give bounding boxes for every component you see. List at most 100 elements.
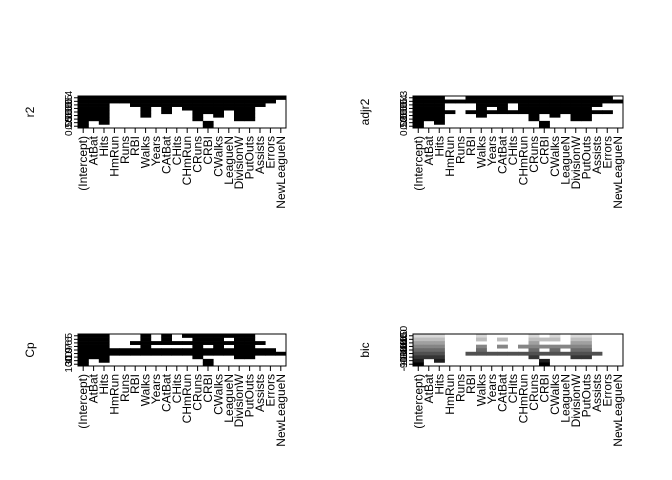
cell-Cp-r2-CHits bbox=[171, 341, 183, 345]
cell-adjr2-r0-Walks bbox=[476, 96, 487, 100]
cell-Cp-r3-DivisionW bbox=[234, 344, 245, 349]
cell-r2-r2-PutOuts bbox=[244, 103, 256, 107]
cell-bic-r5-DivisionW bbox=[570, 351, 582, 356]
x-tick-label-r2-8: CAtBat bbox=[159, 135, 173, 174]
cell-Cp-r0-LeagueN bbox=[223, 334, 235, 338]
y-tick-label-Cp-5: 10 bbox=[64, 348, 75, 360]
cell-Cp-r4-DivisionW bbox=[234, 348, 245, 353]
cell-Cp-r5-Years bbox=[150, 351, 162, 356]
x-tick-label-Cp-10: CHmRun bbox=[180, 374, 194, 423]
cell-adjr2-r4-Hits bbox=[434, 110, 445, 115]
cell-bic-r3-PutOuts bbox=[581, 344, 592, 349]
x-tick-label-bic-7: Years bbox=[485, 374, 499, 404]
cell-Cp-r2-Hits bbox=[98, 341, 110, 345]
cell-r2-r4-PutOuts bbox=[244, 110, 256, 115]
y-tick-label-Cp-1: 6 bbox=[64, 336, 75, 342]
cell-adjr2-r1-PutOuts bbox=[581, 99, 592, 104]
y-tick-label-bic-2: -140 bbox=[399, 332, 410, 352]
cell-bic-r5-AtBat bbox=[423, 351, 435, 356]
cell-bic-r3-(Intercept) bbox=[413, 344, 424, 349]
cell-bic-r3-DivisionW bbox=[570, 344, 582, 349]
cell-Cp-r1-CWalks bbox=[213, 337, 224, 342]
cell-r2-r0-AtBat bbox=[88, 96, 100, 100]
cell-adjr2-r5-CWalks bbox=[549, 113, 561, 118]
cell-Cp-r5-CWalks bbox=[213, 351, 224, 356]
y-tick-label-adjr2-1: 0.4 bbox=[399, 94, 410, 108]
cell-adjr2-r6-DivisionW bbox=[570, 117, 582, 122]
cell-Cp-r0-CRuns bbox=[192, 334, 204, 338]
cell-bic-r3-CHmRun bbox=[518, 344, 529, 349]
cell-Cp-r1-PutOuts bbox=[244, 337, 256, 342]
x-tick-label-r2-3: HmRun bbox=[107, 136, 121, 177]
x-tick-label-bic-13: CWalks bbox=[548, 374, 562, 415]
cell-Cp-r1-Walks bbox=[140, 337, 152, 342]
cell-bic-r0-AtBat bbox=[423, 334, 435, 338]
cell-Cp-r5-HmRun bbox=[109, 351, 120, 356]
y-tick-label-bic-8: -90 bbox=[399, 357, 410, 372]
cell-r2-r3-DivisionW bbox=[234, 106, 245, 111]
x-tick-label-r2-14: LeagueN bbox=[222, 136, 236, 185]
cell-bic-r6-AtBat bbox=[423, 355, 435, 360]
x-tick-label-adjr2-5: RBI bbox=[464, 136, 478, 156]
x-tick-label-r2-7: Years bbox=[149, 136, 163, 166]
cell-Cp-r5-CAtBat bbox=[161, 351, 172, 356]
x-tick-label-adjr2-16: PutOuts bbox=[579, 136, 593, 179]
cell-r2-r4-CWalks bbox=[213, 110, 224, 115]
cell-adjr2-r4-LeagueN bbox=[560, 110, 571, 115]
cell-Cp-r4-Assists bbox=[254, 348, 266, 353]
cell-Cp-r4-CRBI bbox=[202, 348, 214, 353]
x-tick-label-Cp-17: Assists bbox=[253, 374, 267, 412]
cell-Cp-r0-DivisionW bbox=[234, 334, 245, 338]
cell-Cp-r5-LeagueN bbox=[223, 351, 235, 356]
cell-bic-r3-CRBI bbox=[539, 344, 550, 349]
cell-Cp-r5-RBI bbox=[130, 351, 141, 356]
x-tick-label-bic-4: Runs bbox=[453, 374, 467, 402]
cell-r2-r5-CWalks bbox=[213, 113, 224, 118]
cell-bic-r4-(Intercept) bbox=[413, 348, 424, 353]
cell-adjr2-r1-HmRun bbox=[444, 99, 456, 104]
y-tick-label-bic-3: -140 bbox=[399, 336, 410, 356]
y-tick-label-adjr2-8: 0.52 bbox=[399, 116, 410, 136]
cell-r2-r1-CRuns bbox=[192, 99, 204, 104]
cell-adjr2-r7-CRBI bbox=[539, 120, 550, 125]
cell-r2-r0-DivisionW bbox=[234, 96, 245, 100]
cell-Cp-r3-Hits bbox=[98, 344, 110, 349]
cell-Cp-r5-CRuns bbox=[192, 351, 204, 356]
x-tick-label-Cp-14: LeagueN bbox=[222, 374, 236, 423]
x-tick-label-bic-2: Hits bbox=[432, 374, 446, 395]
cell-adjr2-r3-AtBat bbox=[423, 106, 435, 111]
x-tick-label-Cp-19: NewLeagueN bbox=[274, 374, 288, 447]
cell-Cp-r5-Runs bbox=[119, 351, 131, 356]
cell-r2-r2-CHmRun bbox=[182, 103, 193, 107]
cell-adjr2-r3-CRuns bbox=[528, 106, 540, 111]
cell-adjr2-r4-Errors bbox=[602, 110, 613, 115]
cell-r2-r1-Runs bbox=[119, 99, 131, 104]
cell-Cp-r4-Hits bbox=[98, 348, 110, 353]
cell-r2-r2-Years bbox=[150, 103, 162, 107]
x-tick-label-adjr2-4: Runs bbox=[453, 136, 467, 164]
cell-adjr2-r3-CHmRun bbox=[518, 106, 529, 111]
x-tick-label-adjr2-15: DivisionW bbox=[569, 135, 583, 189]
cell-Cp-r5-Walks bbox=[140, 351, 152, 356]
cell-r2-r4-Hits bbox=[98, 110, 110, 115]
cell-adjr2-r6-PutOuts bbox=[581, 117, 592, 122]
cell-Cp-r5-Errors bbox=[265, 351, 276, 356]
cell-Cp-r4-(Intercept) bbox=[78, 348, 89, 353]
panel-Cp: (Intercept)AtBatHitsHmRunRunsRBIWalksYea… bbox=[23, 333, 288, 447]
cell-r2-r2-Assists bbox=[254, 103, 266, 107]
cell-Cp-r2-CRuns bbox=[192, 341, 204, 345]
y-tick-label-bic-0: -150 bbox=[399, 325, 410, 345]
x-tick-label-r2-18: Errors bbox=[263, 136, 277, 169]
cell-adjr2-r3-(Intercept) bbox=[413, 106, 424, 111]
y-tick-label-Cp-6: 10 bbox=[64, 351, 75, 363]
cell-r2-r0-RBI bbox=[130, 96, 141, 100]
cell-adjr2-r4-DivisionW bbox=[570, 110, 582, 115]
cell-adjr2-r0-RBI bbox=[465, 96, 477, 100]
cell-adjr2-r4-CHits bbox=[507, 110, 519, 115]
x-tick-label-r2-6: Walks bbox=[139, 136, 153, 168]
cell-Cp-r5-NewLeagueN bbox=[275, 351, 287, 356]
cell-r2-r6-AtBat bbox=[88, 117, 100, 122]
x-tick-label-bic-16: PutOuts bbox=[579, 374, 593, 417]
cell-r2-r1-CHmRun bbox=[182, 99, 193, 104]
cell-r2-r7-CRBI bbox=[202, 120, 214, 125]
